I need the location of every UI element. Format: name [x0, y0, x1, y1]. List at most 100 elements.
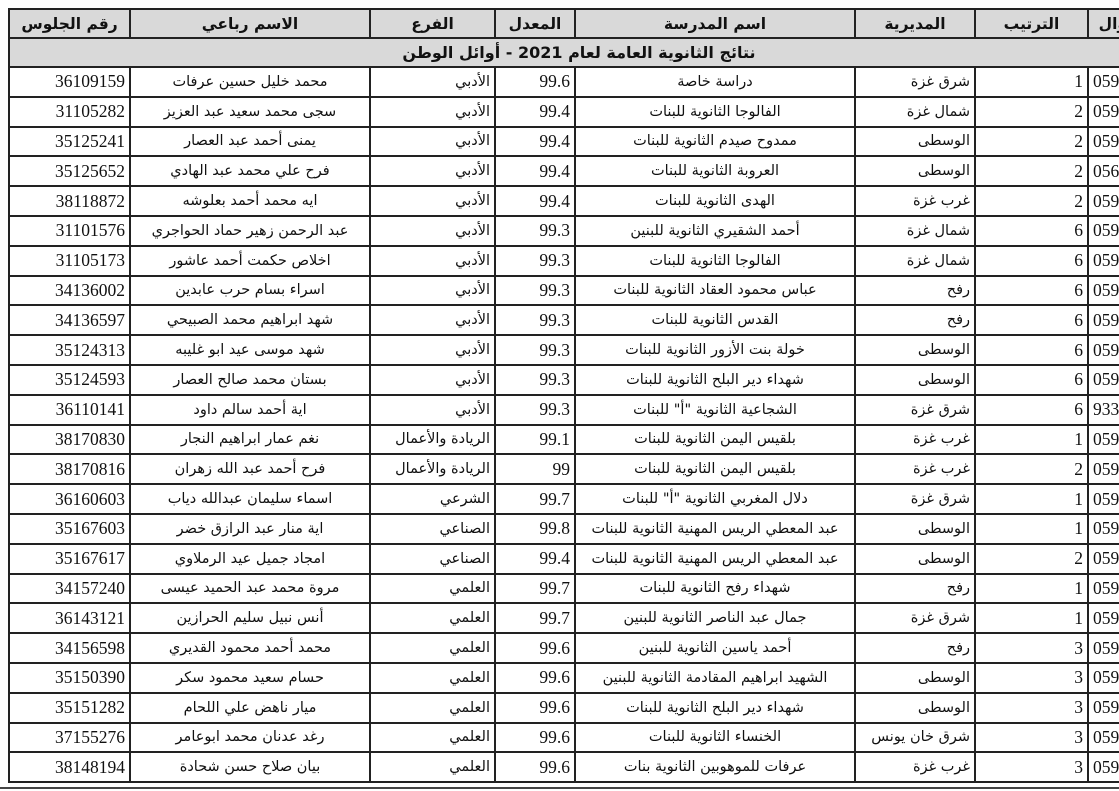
cell-directorate: شمال غزة	[854, 244, 976, 277]
cell-name: عبد الرحمن زهير حماد الحواجري	[129, 214, 371, 247]
cell-rank: 3	[974, 721, 1089, 754]
cell-rank: 1	[974, 66, 1089, 98]
cell-average: 99.4	[494, 185, 576, 217]
cell-rank: 2	[974, 95, 1089, 128]
cell-name: محمد خليل حسين عرفات	[129, 66, 371, 98]
cell-branch: الأدبي	[369, 95, 496, 128]
cell-average: 99.4	[494, 542, 576, 575]
cell-seat: 37155276	[8, 721, 131, 754]
table-row: 059983الوسطىالشهيد ابراهيم المقادمة الثا…	[8, 661, 1119, 694]
cell-phone: 05925	[1087, 363, 1119, 396]
cell-branch: الصناعي	[369, 512, 496, 545]
cell-seat: 35151282	[8, 691, 131, 724]
cell-average: 99.3	[494, 334, 576, 366]
cell-seat: 35124593	[8, 363, 131, 396]
cell-branch: الأدبي	[369, 125, 496, 158]
cell-branch: العلمي	[369, 661, 496, 694]
cell-average: 99.3	[494, 304, 576, 337]
cell-average: 99.3	[494, 363, 576, 396]
cell-phone: 05996	[1087, 125, 1119, 158]
cell-name: أنس نبيل سليم الحرازين	[129, 602, 371, 635]
cell-seat: 36160603	[8, 483, 131, 515]
cell-school: الفالوجا الثانوية للبنات	[574, 95, 856, 128]
cell-rank: 6	[974, 393, 1089, 426]
cell-school: شهداء دير البلح الثانوية للبنات	[574, 691, 856, 724]
cell-name: اية أحمد سالم داود	[129, 393, 371, 426]
title-row: نتائج الثانوية العامة لعام 2021 - أوائل …	[8, 37, 1119, 68]
cell-phone: 05981	[1087, 542, 1119, 575]
cell-school: شهداء دير البلح الثانوية للبنات	[574, 363, 856, 396]
cell-rank: 3	[974, 691, 1089, 724]
cell-average: 99.3	[494, 214, 576, 247]
cell-name: اسراء بسام حرب عابدين	[129, 274, 371, 307]
cell-branch: الأدبي	[369, 66, 496, 98]
cell-seat: 34136597	[8, 304, 131, 337]
cell-rank: 2	[974, 125, 1089, 158]
cell-branch: الأدبي	[369, 155, 496, 188]
cell-phone: 05998	[1087, 602, 1119, 635]
cell-rank: 2	[974, 155, 1089, 188]
cell-branch: الأدبي	[369, 274, 496, 307]
cell-branch: الأدبي	[369, 185, 496, 217]
cell-average: 99.3	[494, 244, 576, 277]
header-name: الاسم رباعي	[129, 8, 371, 39]
table-row: 059926الوسطىخولة بنت الأزور الثانوية للب…	[8, 334, 1119, 366]
cell-school: دلال المغربي الثانوية "أ" للبنات	[574, 483, 856, 515]
cell-name: شهد ابراهيم محمد الصبيحي	[129, 304, 371, 337]
cell-rank: 6	[974, 363, 1089, 396]
cell-directorate: شمال غزة	[854, 214, 976, 247]
cell-average: 99.6	[494, 661, 576, 694]
cell-seat: 38170816	[8, 453, 131, 486]
cell-seat: 34156598	[8, 632, 131, 664]
cell-name: امجاد جميل عيد الرملاوي	[129, 542, 371, 575]
cell-rank: 2	[974, 453, 1089, 486]
cell-branch: الأدبي	[369, 214, 496, 247]
cell-phone: 05982	[1087, 304, 1119, 337]
cell-name: محمد أحمد محمود القديري	[129, 632, 371, 664]
cell-rank: 3	[974, 632, 1089, 664]
cell-branch: العلمي	[369, 602, 496, 635]
cell-phone: 05992	[1087, 334, 1119, 366]
cell-branch: الأدبي	[369, 393, 496, 426]
cell-phone: 05995	[1087, 66, 1119, 98]
cell-phone: 05955	[1087, 95, 1119, 128]
cell-seat: 31101576	[8, 214, 131, 247]
cell-average: 99.4	[494, 95, 576, 128]
cell-directorate: شرق خان يونس	[854, 721, 976, 754]
cell-directorate: شمال غزة	[854, 95, 976, 128]
cell-name: بستان محمد صالح العصار	[129, 363, 371, 396]
cell-seat: 38118872	[8, 185, 131, 217]
cell-seat: 35124313	[8, 334, 131, 366]
cell-school: الشهيد ابراهيم المقادمة الثانوية للبنين	[574, 661, 856, 694]
cell-seat: 36143121	[8, 602, 131, 635]
cell-phone: 05995	[1087, 512, 1119, 545]
cell-rank: 3	[974, 661, 1089, 694]
cell-directorate: شرق غزة	[854, 602, 976, 635]
table-title: نتائج الثانوية العامة لعام 2021 - أوائل …	[8, 37, 1119, 68]
cell-directorate: الوسطى	[854, 542, 976, 575]
cell-rank: 6	[974, 214, 1089, 247]
cell-average: 99.3	[494, 393, 576, 426]
cell-average: 99.6	[494, 691, 576, 724]
cell-seat: 35125652	[8, 155, 131, 188]
cell-name: اخلاص حكمت أحمد عاشور	[129, 244, 371, 277]
cell-branch: الشرعي	[369, 483, 496, 515]
cell-name: شهد موسى عيد ابو غليبه	[129, 334, 371, 366]
table-row: 056722الوسطىالعروبة الثانوية للبنات99.4ا…	[8, 155, 1119, 188]
cell-rank: 6	[974, 304, 1089, 337]
cell-average: 99.7	[494, 602, 576, 635]
cell-rank: 2	[974, 542, 1089, 575]
cell-phone: 05672	[1087, 155, 1119, 188]
cell-branch: العلمي	[369, 691, 496, 724]
cell-average: 99	[494, 453, 576, 486]
cell-average: 99.7	[494, 572, 576, 605]
cell-average: 99.7	[494, 483, 576, 515]
cell-phone: 05997	[1087, 185, 1119, 217]
cell-rank: 6	[974, 274, 1089, 307]
cell-average: 99.4	[494, 155, 576, 188]
